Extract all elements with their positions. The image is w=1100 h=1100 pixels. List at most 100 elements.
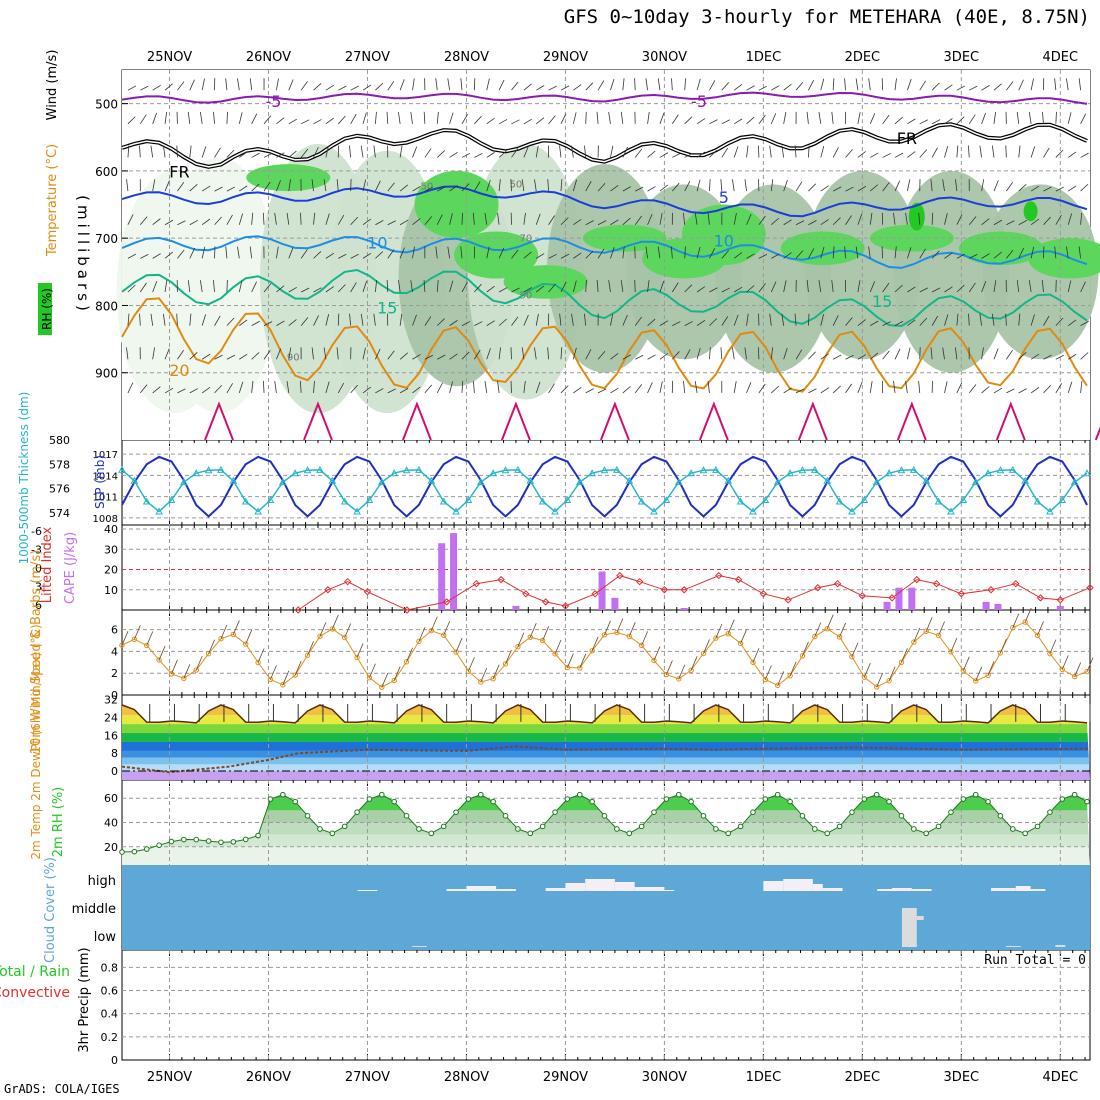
isotherm-25 [500,401,531,441]
wind-barb [620,280,624,293]
rh2m-marker [131,848,138,855]
isotherm--5 [121,91,1088,105]
wind-barb [826,614,834,629]
wind-barb [1055,354,1065,360]
wind-tick-label: 6 [111,624,118,637]
rh-contour-label: 90 [287,353,300,364]
lifted-index-marker [442,598,451,606]
wind-barb [684,246,686,259]
wind-barb [991,313,995,326]
wind-barb [375,388,384,394]
wind-barb [758,383,766,394]
wind-barb [336,347,339,360]
cloud-high-bar [664,890,675,891]
rh2m-marker [601,813,608,819]
thickness-marker [848,507,856,515]
wind-barb [398,280,401,293]
wind-barb [535,313,539,326]
wind-barb [1067,381,1073,394]
wind-barb [758,215,766,225]
wind-barb [127,284,136,293]
wind-barb [820,353,829,360]
wind-barb [1041,280,1044,293]
wind-barb [1042,111,1044,124]
wind-barb [436,214,443,225]
wind-barb [993,219,1003,226]
wind-barb [968,313,970,326]
wind-barb [567,653,574,668]
wind-barb [276,246,279,259]
wind-barb [845,186,854,192]
wind-barb [758,283,766,293]
wind-barb [189,219,198,226]
thickness-line [121,469,1088,513]
cloud-high-bar [565,883,586,891]
wind-barb [360,145,364,158]
wind-barb [820,246,825,259]
wind-barb [375,251,384,259]
temp-tick-label: 24 [104,711,118,724]
rh2m-marker [292,798,299,805]
thickness-marker [130,476,139,484]
wind-barb [140,253,149,259]
thickness-marker [390,469,399,477]
thickness-marker [650,507,658,515]
thickness-marker [316,465,324,473]
wind-barb [300,287,310,293]
wind-speed-marker [292,672,298,678]
isotherm-20 [121,297,1088,393]
wind-barb [666,660,673,675]
wind-barb [510,179,512,192]
wind-barb [375,180,381,192]
rh2m-marker [552,809,558,815]
wind-barb [857,319,866,326]
wind-barb [771,217,780,226]
wind-barb [237,246,240,259]
wind-barb [214,385,223,394]
wind-barb [300,317,309,326]
wind-barb [645,78,648,91]
thickness-marker [674,478,683,486]
wind-speed-marker [688,667,694,674]
wind-barb [893,380,896,393]
wind-barb [139,313,141,326]
wind-barb [907,286,916,293]
wind-barb [783,219,792,226]
wind-barb [746,285,755,293]
wind-barb [869,212,873,225]
precip-tick-label: 0.4 [101,1008,119,1021]
rh2m-marker [1022,830,1028,837]
date-label: 25NOV [147,1070,192,1085]
rh-contour-label: 50 [519,291,532,302]
wind-barb [511,316,519,326]
rh2m-marker [614,826,620,832]
date-label: 27NOV [345,1070,390,1085]
wind-barb [127,313,130,326]
wind-barb [635,354,644,360]
wind-barb [831,280,834,293]
wind-barb [694,212,698,225]
cape-bar [680,607,688,610]
wind-speed-marker [1059,666,1065,673]
wind-barb [907,118,916,125]
lifted-index-marker [1056,596,1065,604]
wind-barb [424,186,434,192]
wind-barb [907,319,916,326]
wind-barb [919,119,928,125]
wind-barb [894,320,904,326]
wind-barb [387,80,395,91]
wind-barb [740,629,747,644]
wind-barb [535,117,545,125]
wind-barb [288,150,297,158]
wind-speed-marker [799,653,806,659]
wind-barb [300,148,309,158]
wind-barb [449,213,453,225]
wind-barb [572,347,577,360]
wind-barb [857,151,866,158]
wind-barb [1067,280,1072,293]
wind-barb [163,145,166,158]
wind-barb [313,380,315,393]
isotherm-label: -5 [691,92,707,111]
cloud-low-bar [901,919,917,947]
wind-barb [213,111,215,124]
